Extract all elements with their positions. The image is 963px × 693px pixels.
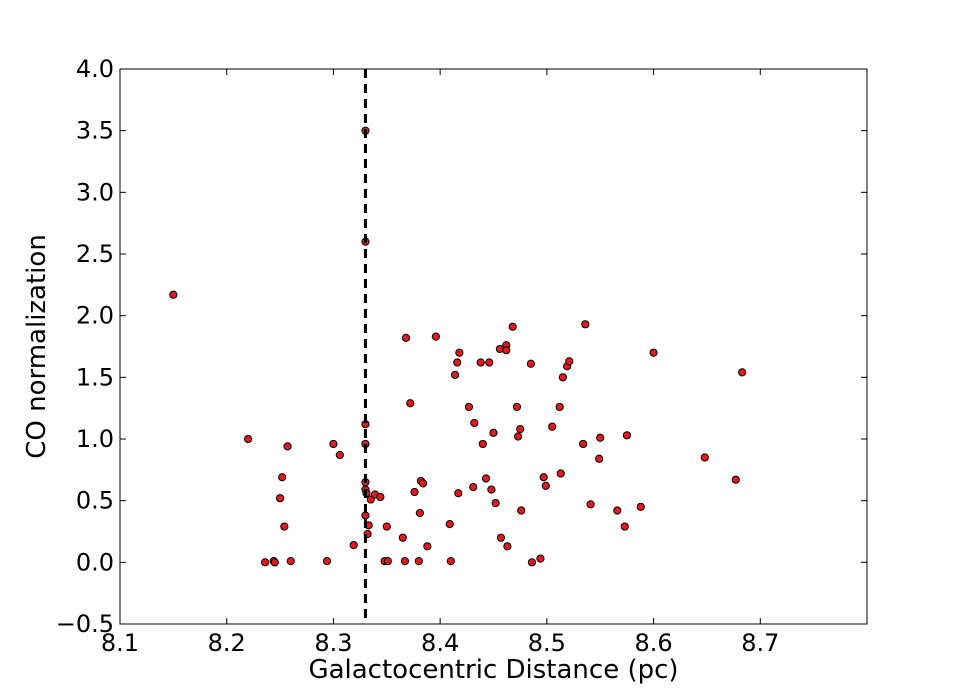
y-tick-label: 2.0 bbox=[76, 302, 114, 330]
data-point bbox=[596, 433, 605, 442]
y-tick-label: 2.5 bbox=[76, 240, 114, 268]
data-point bbox=[278, 473, 287, 482]
data-point bbox=[485, 358, 494, 367]
x-tick-label: 8.2 bbox=[208, 629, 246, 657]
data-point bbox=[508, 322, 517, 331]
data-point bbox=[527, 558, 537, 567]
data-point bbox=[595, 454, 604, 463]
data-point bbox=[445, 520, 454, 529]
x-tick-label: 8.7 bbox=[741, 629, 779, 657]
y-tick-label: 4.0 bbox=[76, 55, 114, 83]
data-point bbox=[526, 359, 535, 368]
data-point bbox=[613, 506, 622, 515]
data-point bbox=[541, 481, 550, 490]
data-point bbox=[470, 418, 479, 428]
data-point bbox=[478, 439, 487, 449]
data-points bbox=[169, 126, 747, 567]
y-tick-label: 1.0 bbox=[76, 425, 114, 453]
data-point bbox=[502, 346, 511, 355]
data-point bbox=[410, 487, 419, 497]
data-point bbox=[539, 473, 548, 482]
data-point bbox=[382, 522, 391, 531]
data-point bbox=[581, 320, 590, 329]
data-point bbox=[243, 434, 253, 444]
data-point bbox=[280, 522, 289, 531]
data-point bbox=[446, 557, 455, 566]
y-tick-label: 1.5 bbox=[76, 363, 114, 391]
data-point bbox=[516, 425, 525, 434]
data-point bbox=[586, 500, 595, 509]
data-point bbox=[401, 333, 411, 342]
data-point bbox=[414, 557, 423, 566]
x-axis-label: Galactocentric Distance (pc) bbox=[308, 655, 678, 685]
data-point bbox=[496, 533, 506, 542]
data-point bbox=[620, 522, 629, 531]
data-point bbox=[286, 557, 295, 566]
x-tick-label: 8.4 bbox=[421, 629, 459, 657]
data-point bbox=[261, 558, 270, 567]
data-point bbox=[622, 431, 631, 440]
data-point bbox=[383, 557, 392, 566]
data-point bbox=[270, 558, 279, 567]
data-point bbox=[349, 540, 358, 550]
y-tick-label: 0.0 bbox=[76, 548, 114, 576]
x-tick-label: 8.3 bbox=[314, 629, 352, 657]
data-point bbox=[503, 542, 512, 551]
data-point bbox=[464, 402, 474, 412]
data-point bbox=[517, 506, 526, 515]
data-point bbox=[738, 368, 747, 377]
y-tick-label: −0.5 bbox=[56, 610, 114, 638]
x-tick-label: 8.1 bbox=[101, 629, 139, 657]
data-point bbox=[453, 358, 462, 367]
y-axis-label: CO normalization bbox=[22, 234, 52, 459]
data-point bbox=[512, 402, 522, 412]
data-point bbox=[700, 453, 709, 462]
y-axis-ticks: −0.5 0.0 0.5 1.0 1.5 2.0 2.5 3.0 3.5 4.0 bbox=[56, 55, 867, 638]
y-tick-label: 0.5 bbox=[76, 487, 114, 515]
x-axis-ticks: 8.1 8.2 8.3 8.4 8.5 8.6 8.7 bbox=[101, 69, 779, 657]
data-point bbox=[649, 348, 658, 357]
data-point bbox=[329, 439, 338, 449]
y-tick-label: 3.0 bbox=[76, 178, 114, 206]
data-point bbox=[415, 508, 424, 518]
data-point bbox=[513, 432, 523, 441]
data-point bbox=[556, 469, 565, 478]
plot-frame bbox=[119, 68, 868, 625]
data-point bbox=[487, 485, 496, 494]
data-point bbox=[335, 450, 344, 460]
data-point bbox=[450, 370, 460, 379]
data-point bbox=[536, 554, 545, 563]
data-point bbox=[731, 475, 740, 484]
y-tick-label: 3.5 bbox=[76, 117, 114, 145]
data-point bbox=[476, 358, 485, 367]
data-point bbox=[400, 557, 410, 566]
data-point bbox=[431, 332, 440, 341]
data-point bbox=[469, 483, 478, 492]
data-point bbox=[548, 422, 557, 431]
data-point bbox=[555, 402, 564, 412]
data-point bbox=[376, 492, 385, 502]
data-point bbox=[283, 442, 292, 451]
data-point bbox=[406, 399, 415, 408]
data-point bbox=[491, 499, 500, 508]
data-point bbox=[579, 439, 588, 449]
data-point bbox=[565, 357, 574, 366]
data-point bbox=[454, 489, 463, 498]
data-point bbox=[275, 494, 285, 503]
data-point bbox=[558, 373, 567, 382]
data-point bbox=[418, 479, 428, 488]
data-point bbox=[489, 428, 498, 437]
data-point bbox=[636, 502, 645, 511]
data-point bbox=[322, 557, 332, 566]
data-point bbox=[169, 290, 178, 299]
x-tick-label: 8.5 bbox=[528, 629, 566, 657]
x-tick-label: 8.6 bbox=[634, 629, 672, 657]
data-point bbox=[423, 542, 432, 551]
data-point bbox=[455, 348, 464, 357]
data-point bbox=[481, 474, 491, 483]
data-point bbox=[398, 533, 407, 542]
